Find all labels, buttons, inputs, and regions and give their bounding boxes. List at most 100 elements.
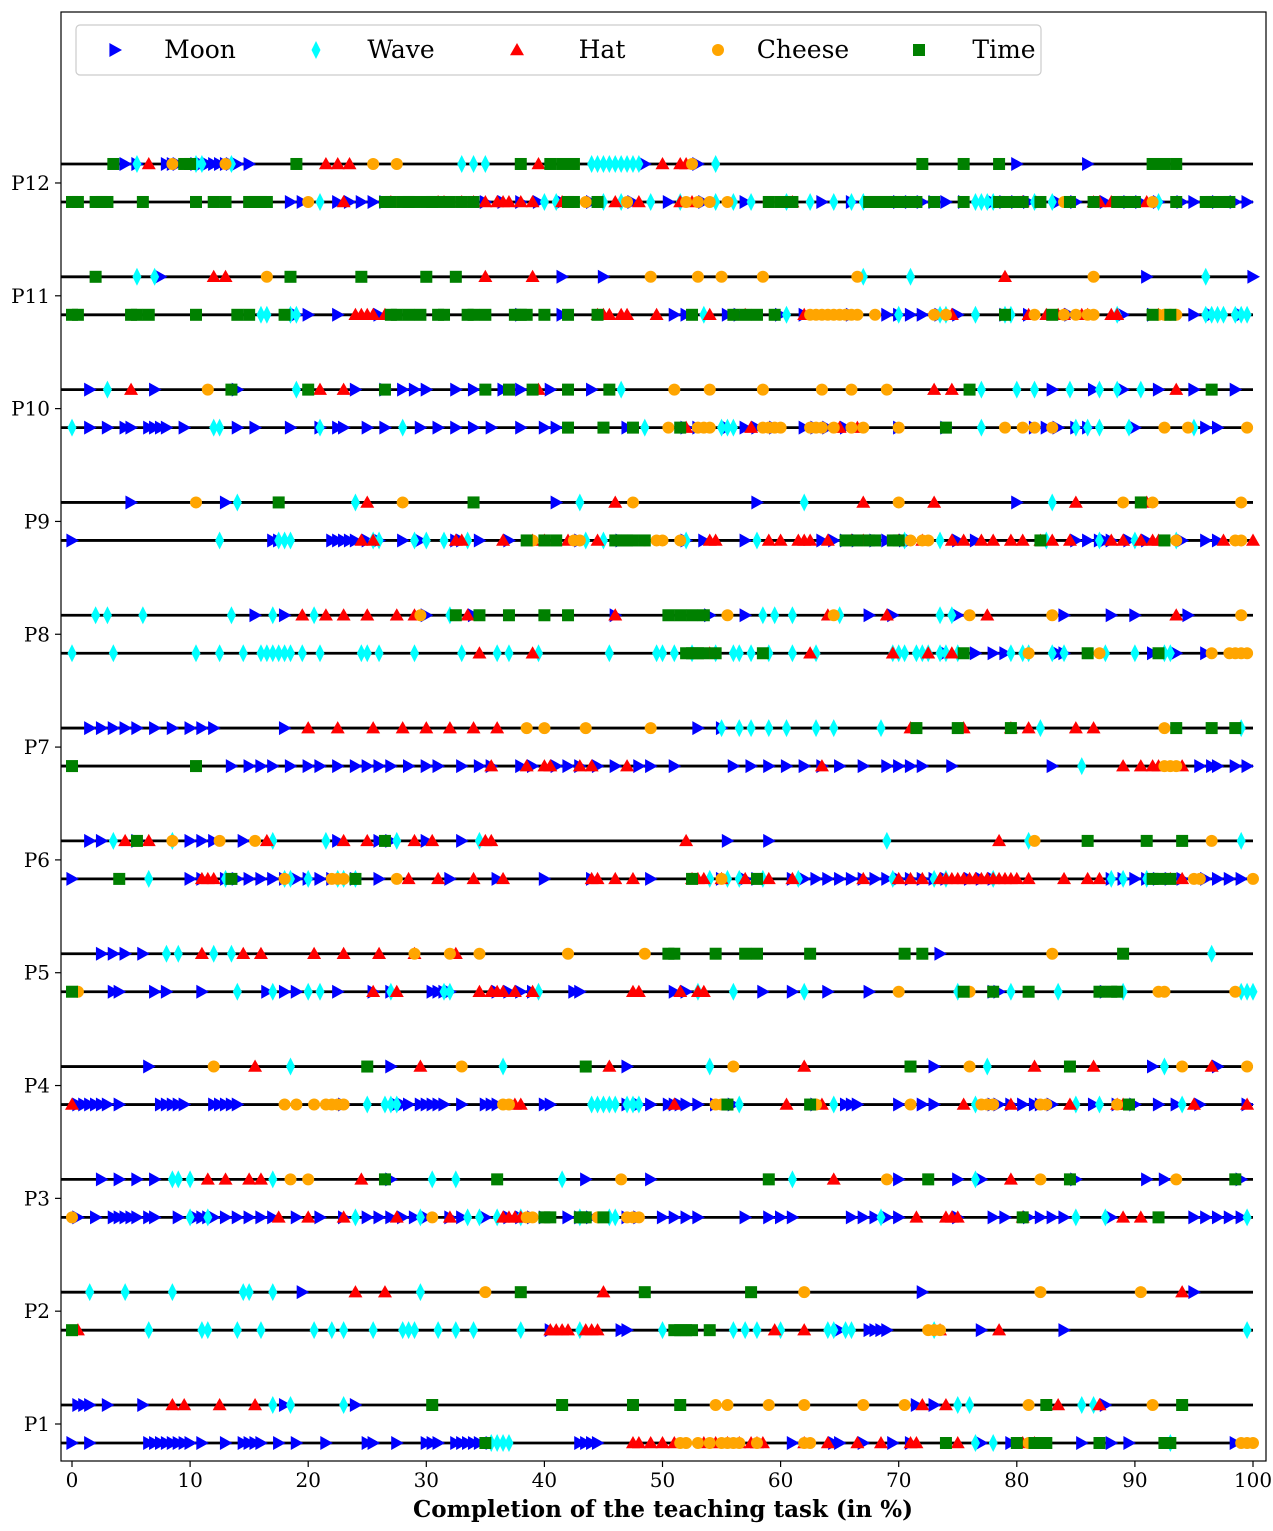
marker-time bbox=[408, 195, 421, 208]
marker-wave bbox=[173, 1170, 183, 1189]
marker-time bbox=[526, 383, 539, 396]
marker-hat bbox=[490, 721, 505, 734]
marker-time bbox=[1117, 947, 1130, 960]
marker-moon bbox=[237, 833, 251, 848]
marker-moon bbox=[662, 194, 676, 209]
marker-cheese bbox=[680, 1437, 693, 1449]
marker-wave bbox=[935, 606, 945, 625]
marker-moon bbox=[1017, 1097, 1030, 1112]
marker-moon bbox=[397, 382, 410, 397]
marker-moon bbox=[893, 759, 906, 774]
marker-wave bbox=[303, 982, 313, 1001]
marker-moon bbox=[414, 420, 428, 435]
marker-wave bbox=[150, 267, 160, 286]
marker-moon bbox=[231, 420, 245, 435]
marker-cheese bbox=[798, 1286, 811, 1299]
marker-moon bbox=[845, 1210, 859, 1225]
marker-wave bbox=[356, 644, 366, 663]
marker-hat bbox=[631, 194, 646, 208]
marker-wave bbox=[380, 1095, 390, 1114]
marker-moon bbox=[1194, 759, 1207, 774]
marker-hat bbox=[271, 1210, 286, 1223]
marker-hat bbox=[1021, 871, 1036, 885]
marker-hat bbox=[992, 1323, 1007, 1336]
marker-cheese bbox=[1016, 421, 1029, 434]
marker-moon bbox=[780, 759, 794, 774]
marker-wave bbox=[421, 531, 431, 550]
marker-moon bbox=[1046, 759, 1060, 774]
marker-wave bbox=[976, 192, 986, 211]
marker-cheese bbox=[396, 496, 409, 509]
marker-hat bbox=[206, 871, 221, 885]
marker-cheese bbox=[632, 1211, 645, 1224]
marker-cheese bbox=[302, 195, 315, 208]
marker-hat bbox=[525, 646, 540, 659]
marker-wave bbox=[616, 380, 626, 399]
marker-cheese bbox=[1146, 1399, 1159, 1411]
marker-moon bbox=[969, 646, 983, 661]
marker-moon bbox=[332, 759, 345, 774]
marker-hat bbox=[915, 871, 930, 885]
marker-moon bbox=[196, 1436, 209, 1450]
marker-cheese bbox=[1158, 985, 1171, 998]
marker-moon bbox=[1046, 382, 1060, 397]
marker-wave bbox=[1047, 192, 1057, 211]
marker-moon bbox=[1141, 1172, 1154, 1187]
marker-moon bbox=[928, 1097, 942, 1112]
marker-cheese bbox=[390, 157, 403, 170]
marker-moon bbox=[379, 420, 392, 435]
marker-cheese bbox=[278, 1098, 291, 1111]
marker-hat bbox=[519, 759, 534, 772]
marker-cheese bbox=[644, 270, 657, 283]
marker-hat bbox=[295, 608, 310, 621]
marker-moon bbox=[1058, 608, 1072, 623]
marker-time bbox=[467, 308, 480, 321]
marker-hat bbox=[873, 1436, 888, 1449]
marker-hat bbox=[478, 269, 493, 283]
marker-cheese bbox=[998, 421, 1011, 434]
marker-cheese bbox=[762, 1399, 775, 1411]
marker-moon bbox=[881, 759, 894, 774]
marker-time bbox=[804, 1098, 817, 1111]
marker-wave bbox=[67, 418, 77, 437]
marker-wave bbox=[1030, 380, 1040, 399]
marker-cheese bbox=[1028, 308, 1041, 321]
marker-wave bbox=[669, 644, 679, 663]
marker-time bbox=[1063, 1173, 1076, 1186]
marker-wave bbox=[1230, 305, 1240, 324]
marker-hat bbox=[879, 608, 894, 621]
marker-wave bbox=[947, 606, 957, 625]
marker-moon bbox=[1058, 1210, 1072, 1225]
marker-cheese bbox=[963, 609, 976, 622]
marker-moon bbox=[999, 646, 1012, 661]
marker-moon bbox=[1170, 646, 1184, 661]
marker-time bbox=[638, 1286, 651, 1299]
marker-moon bbox=[692, 1097, 705, 1112]
marker-wave bbox=[457, 154, 467, 173]
marker-wave bbox=[935, 644, 945, 663]
marker-wave bbox=[1242, 982, 1252, 1001]
marker-time bbox=[538, 534, 551, 547]
marker-time bbox=[686, 308, 699, 321]
marker-time bbox=[957, 195, 970, 208]
marker-time bbox=[963, 383, 976, 396]
marker-hat bbox=[625, 871, 640, 885]
marker-moon bbox=[84, 1398, 97, 1412]
marker-hat bbox=[997, 269, 1012, 283]
marker-moon bbox=[119, 946, 133, 961]
marker-wave bbox=[970, 192, 980, 211]
marker-moon bbox=[456, 833, 469, 848]
marker-time bbox=[562, 383, 575, 396]
marker-moon bbox=[1129, 420, 1142, 435]
marker-cheese bbox=[1046, 609, 1059, 622]
marker-moon bbox=[739, 194, 753, 209]
marker-moon bbox=[786, 1210, 800, 1225]
marker-time bbox=[455, 195, 468, 208]
marker-moon bbox=[1229, 759, 1243, 774]
marker-cheese bbox=[1058, 308, 1071, 321]
marker-time bbox=[479, 383, 492, 396]
marker-time bbox=[928, 195, 941, 208]
marker-cheese bbox=[715, 872, 728, 885]
marker-wave bbox=[1059, 644, 1069, 663]
marker-cheese bbox=[337, 872, 350, 885]
